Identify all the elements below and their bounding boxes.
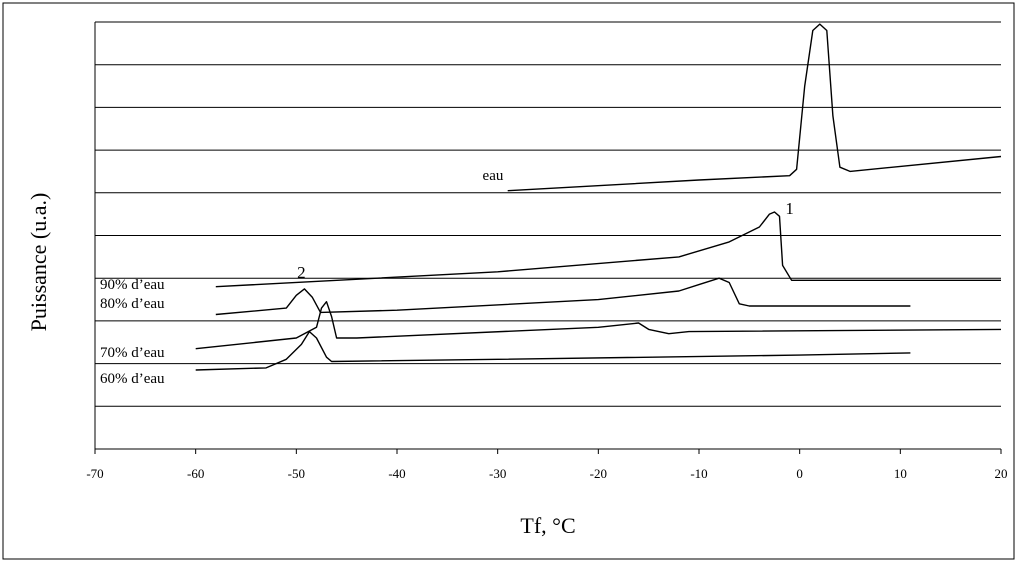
series-label: eau [483,168,504,184]
x-tick-label: -10 [690,466,707,481]
series-label: 90% d’eau [100,277,165,293]
x-tick-label: -30 [489,466,506,481]
x-axis-title: Tf, °C [520,513,575,538]
annotations: 12 [297,199,794,282]
y-axis-title: Puissance (u.a.) [26,193,51,332]
axes [94,22,1001,450]
series-line [507,23,1002,192]
x-tick-label: -50 [288,466,305,481]
series-labels: eau 90% d’eau 80% d’eau 70% d’eau 60% d’eau [100,168,504,387]
x-tick-label: 10 [894,466,907,481]
x-tick-label: 0 [796,466,803,481]
peak-annotation: 1 [785,199,794,218]
series-label: 70% d’eau [100,345,165,361]
x-tick-label: 20 [995,466,1008,481]
series-line [215,277,911,316]
x-tick-label: -40 [388,466,405,481]
peak-annotation: 2 [297,263,306,282]
series-line [195,330,911,371]
series-line [195,301,1002,350]
x-tick-label: -60 [187,466,204,481]
series-label: 60% d’eau [100,371,165,387]
x-tick-label: -70 [86,466,103,481]
x-tick-label: -20 [590,466,607,481]
x-ticks: -70 -60 -50 -40 -30 -20 -10 0 10 20 [86,449,1008,481]
series-line [215,211,1001,288]
series-label: 80% d’eau [100,296,165,312]
gridlines [95,21,1001,407]
series-group [195,23,1002,371]
